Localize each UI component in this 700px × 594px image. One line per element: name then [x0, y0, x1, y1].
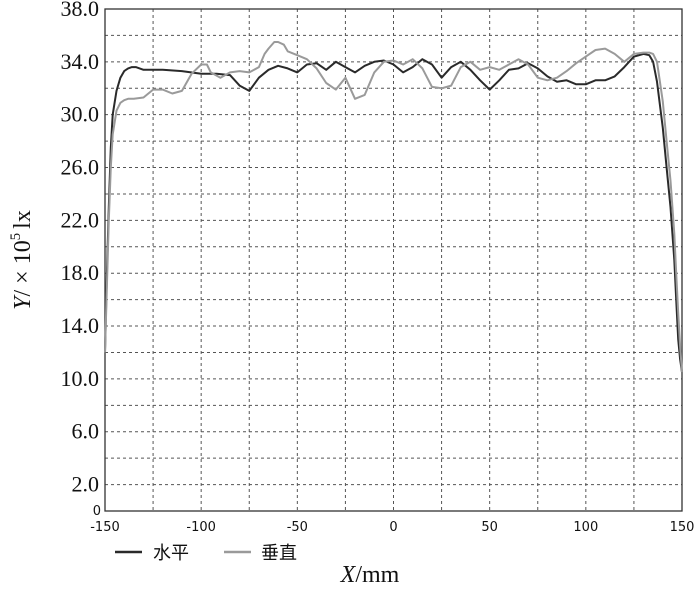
x-tick-label: 150: [670, 520, 695, 535]
y-tick-labels: 2.0 6.0 10.0 14.0 18.0 22.0 26.0 30.0 34.0 38.0 0: [61, 0, 102, 519]
x-tick-label: -150: [90, 520, 120, 535]
legend-label-horizontal: 水平: [153, 543, 189, 564]
plot-border: [104, 8, 683, 512]
y-tick-label: 30.0: [61, 102, 100, 127]
y-tick-label: 14.0: [61, 313, 100, 338]
legend: 水平 垂直: [115, 543, 297, 564]
x-tick-label: -100: [186, 520, 216, 535]
series-line-vertical: [104, 41, 683, 373]
y-tick-label: 26.0: [61, 155, 100, 180]
x-tick-label: -50: [287, 520, 308, 535]
y-tick-label-zero: 0: [93, 504, 101, 519]
legend-label-vertical: 垂直: [261, 543, 297, 564]
y-tick-label: 22.0: [61, 207, 100, 232]
grid: [105, 9, 682, 511]
y-axis-label-unit: / × 10: [10, 240, 36, 296]
plot-frame: [104, 8, 683, 512]
y-tick-label: 6.0: [72, 419, 100, 444]
x-axis-label: X/mm: [340, 562, 400, 588]
x-axis-label-unit: /mm: [355, 562, 399, 588]
y-tick-label: 2.0: [72, 472, 100, 497]
y-axis-label-unit2: lx: [10, 210, 36, 229]
y-tick-label: 38.0: [61, 0, 100, 21]
y-tick-label: 34.0: [61, 49, 100, 74]
y-axis-label-exponent: 5: [8, 233, 24, 241]
x-axis-label-var: X: [340, 562, 357, 588]
series-group: [104, 41, 683, 373]
y-axis-label: Y/ × 105 lx: [8, 210, 36, 310]
y-axis-label-var: Y: [10, 294, 36, 310]
x-tick-label: 50: [481, 520, 498, 535]
series-line-horizontal: [104, 52, 683, 373]
x-tick-labels: -150 -100 -50 0 50 100 150: [90, 520, 694, 535]
y-tick-label: 10.0: [61, 366, 100, 391]
y-tick-label: 18.0: [61, 260, 100, 285]
x-tick-label: 100: [573, 520, 598, 535]
x-tick-label: 0: [389, 520, 397, 535]
